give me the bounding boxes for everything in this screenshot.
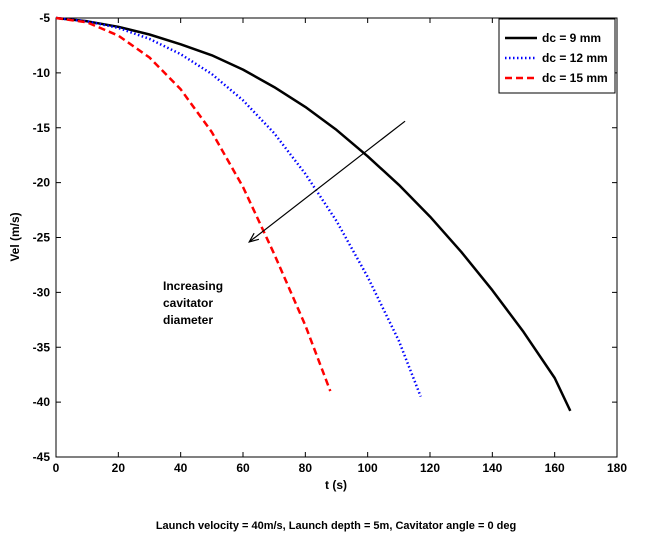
legend-label-dc-15mm: dc = 15 mm (542, 71, 608, 85)
y-tick-label-neg35: -35 (33, 340, 51, 354)
x-tick-label-140: 140 (482, 461, 502, 475)
series-line-0 (55, 16, 572, 412)
y-tick-label-neg5: -5 (39, 11, 50, 25)
annotation-line-3: diameter (163, 313, 213, 327)
legend-label-dc-9mm: dc = 9 mm (542, 31, 601, 45)
y-axis-label: Vel (m/s) (8, 212, 22, 261)
legend-box (498, 18, 616, 94)
y-tick-label-neg45: -45 (33, 450, 51, 464)
x-tick-label-180: 180 (607, 461, 627, 475)
y-tick-label-neg15: -15 (33, 121, 51, 135)
x-tick-label-120: 120 (420, 461, 440, 475)
x-tick-label-0: 0 (53, 461, 60, 475)
legend-label-dc-12mm: dc = 12 mm (542, 51, 608, 65)
y-tick-label-neg25: -25 (33, 231, 51, 245)
x-tick-label-40: 40 (174, 461, 188, 475)
x-axis-label: t (s) (325, 478, 347, 492)
x-tick-label-60: 60 (236, 461, 250, 475)
annotation-arrow (248, 120, 406, 243)
legend: dc = 9 mm dc = 12 mm dc = 15 mm (498, 18, 616, 94)
x-tick-label-20: 20 (112, 461, 126, 475)
series-layer (55, 16, 572, 412)
annotation-line-1: Increasing (163, 279, 223, 293)
y-tick-label-neg20: -20 (33, 176, 51, 190)
x-tick-label-80: 80 (299, 461, 313, 475)
y-tick-label-neg30: -30 (33, 285, 51, 299)
y-tick-label-neg10: -10 (33, 66, 51, 80)
annotation: Increasing cavitator diameter (163, 120, 406, 327)
annotation-arrowhead (248, 232, 260, 243)
caption: Launch velocity = 40m/s, Launch depth = … (156, 520, 516, 532)
axis-ticks: 0 20 40 60 80 100 120 140 160 180 -5 -10 -15 -20 -25 -3… (33, 11, 628, 475)
x-tick-label-100: 100 (358, 461, 378, 475)
series-line-2 (55, 16, 332, 392)
annotation-line-2: cavitator (163, 296, 213, 310)
series-line-1 (55, 16, 422, 398)
y-tick-label-neg40: -40 (33, 395, 51, 409)
x-tick-label-160: 160 (545, 461, 565, 475)
